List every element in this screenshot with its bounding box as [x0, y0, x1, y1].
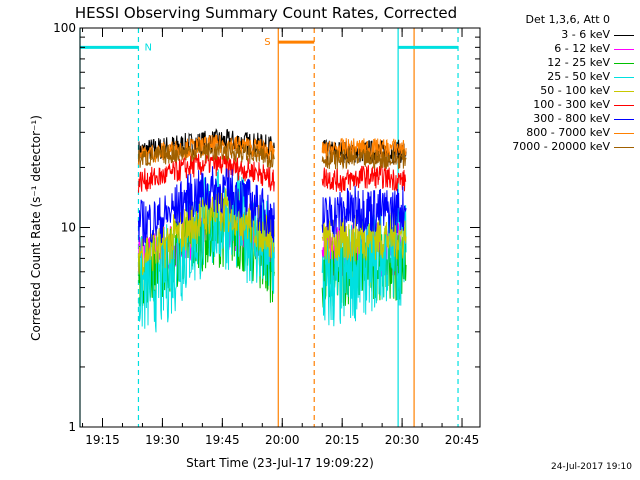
axis-layer: 1 10 100 19:15 19:30 19:45 20:00 20:15 20:30 20:4… — [53, 21, 480, 447]
series-line-2-0 — [138, 197, 275, 307]
x-tick-label-1: 19:30 — [145, 433, 180, 447]
legend-entry: 3 - 6 keV — [486, 28, 636, 42]
timestamp: 24-Jul-2017 19:10 — [550, 462, 632, 472]
legend-entry: 300 - 800 keV — [486, 112, 636, 126]
y-tick-label-0: 1 — [68, 420, 76, 434]
legend-label: 100 - 300 keV — [533, 98, 610, 111]
legend-header: Det 1,3,6, Att 0 — [525, 13, 610, 26]
series-line-5-0 — [138, 151, 275, 193]
legend-label: 6 - 12 keV — [554, 42, 610, 55]
flag-label-n: N — [144, 42, 151, 53]
legend-label: 7000 - 20000 keV — [512, 140, 610, 153]
x-axis-label: Start Time (23-Jul-17 19:09:22) — [186, 456, 374, 470]
legend: Det 1,3,6, Att 0 3 - 6 keV 6 - 12 keV 12 -… — [486, 12, 636, 154]
legend-swatch — [614, 119, 634, 120]
x-tick-label-0: 19:15 — [85, 433, 120, 447]
legend-swatch — [614, 63, 634, 64]
legend-swatch — [614, 49, 634, 50]
legend-entry: 50 - 100 keV — [486, 84, 636, 98]
series-line-6-0 — [138, 166, 275, 247]
legend-entry: 100 - 300 keV — [486, 98, 636, 112]
legend-entry: 25 - 50 keV — [486, 70, 636, 84]
legend-label: 50 - 100 keV — [540, 84, 610, 97]
legend-label: 300 - 800 keV — [533, 112, 610, 125]
legend-label: 800 - 7000 keV — [526, 126, 610, 139]
x-tick-label-3: 20:00 — [265, 433, 300, 447]
x-tick-label-6: 20:45 — [445, 433, 480, 447]
series-line-5-1 — [321, 164, 407, 193]
legend-swatch — [614, 35, 634, 36]
flag-label-s: S — [264, 37, 270, 48]
legend-label: 12 - 25 keV — [547, 56, 610, 69]
legend-swatch — [614, 133, 634, 134]
legend-entry: 12 - 25 keV — [486, 56, 636, 70]
legend-rows: 3 - 6 keV 6 - 12 keV 12 - 25 keV 25 - 50 ke… — [486, 28, 636, 154]
series-line-6-1 — [321, 185, 407, 238]
legend-entry: 6 - 12 keV — [486, 42, 636, 56]
legend-swatch — [614, 105, 634, 106]
legend-entry: 7000 - 20000 keV — [486, 140, 636, 154]
legend-swatch — [614, 147, 634, 148]
legend-swatch — [614, 77, 634, 78]
series-line-8-0 — [138, 141, 275, 169]
y-tick-label-1: 10 — [61, 221, 76, 235]
x-tick-label-2: 19:45 — [205, 433, 240, 447]
legend-label: 3 - 6 keV — [561, 28, 610, 41]
plot-frame — [79, 27, 481, 428]
x-tick-label-4: 20:15 — [325, 433, 360, 447]
legend-entry: 800 - 7000 keV — [486, 126, 636, 140]
legend-label: 25 - 50 keV — [547, 70, 610, 83]
x-tick-label-5: 20:30 — [385, 433, 420, 447]
y-axis-label: Corrected Count Rate (s⁻¹ detector⁻¹) — [29, 115, 43, 341]
legend-swatch — [614, 91, 634, 92]
chart-title: HESSI Observing Summary Count Rates, Cor… — [75, 4, 457, 22]
series-line-8-1 — [321, 149, 407, 170]
y-tick-label-2: 100 — [53, 21, 76, 35]
